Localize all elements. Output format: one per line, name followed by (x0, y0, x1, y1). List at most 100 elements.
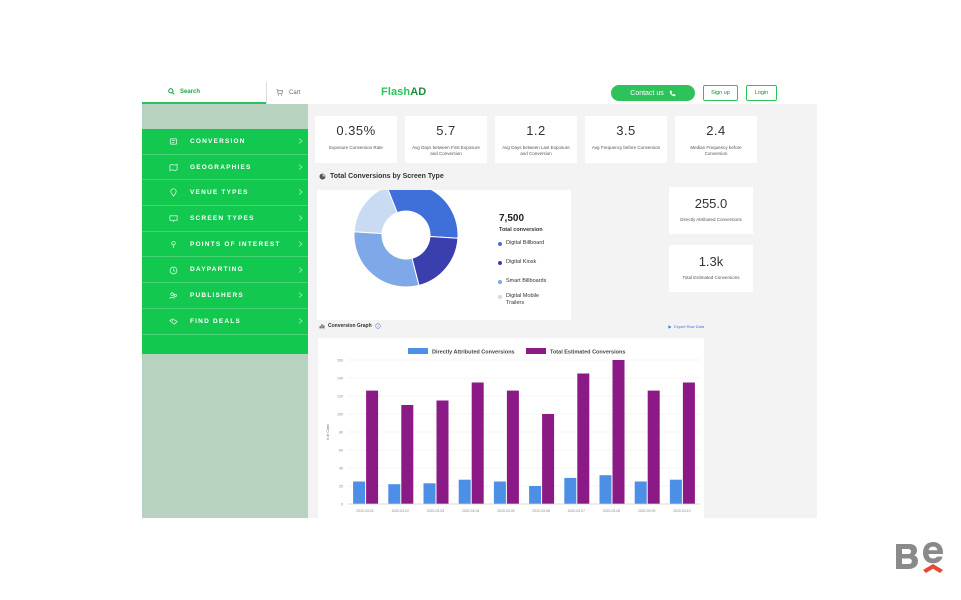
bar-direct[interactable] (599, 475, 612, 504)
donut-slice-digital-billboard[interactable] (387, 190, 459, 239)
login-button[interactable]: Login (746, 85, 777, 101)
sign-up-button[interactable]: Sign up (703, 85, 738, 101)
conversion-graph-header: Conversion Graph (319, 323, 381, 329)
sidebar-nav: CONVERSION GEOGRAPHIES VENUE TYPES SCREEN T… (142, 129, 308, 354)
side-kpi-value: 255.0 (694, 196, 728, 211)
sign-up-label: Sign up (711, 90, 730, 96)
bar-direct[interactable] (669, 479, 682, 504)
pin-icon (170, 188, 177, 198)
conversion-graph-card: Directly Attributed Conversions Total Est… (318, 338, 704, 518)
kpi-value: 5.7 (436, 123, 456, 138)
sidebar-item-geographies[interactable]: GEOGRAPHIES (142, 155, 308, 181)
bar-estimated[interactable] (436, 400, 449, 505)
sidebar-item-screen-types[interactable]: SCREEN TYPES (142, 206, 308, 232)
legend-label: Digital Kiosk (506, 259, 537, 265)
conversion-icon (169, 138, 178, 145)
kpi-card: 5.7 Avg Days between First Exposure and … (405, 116, 487, 163)
bar-estimated[interactable] (577, 373, 590, 505)
bar-estimated[interactable] (366, 390, 379, 504)
chevron-right-icon (298, 163, 303, 170)
x-tick-label: 2020-03-05 (497, 509, 514, 513)
x-tick-label: 2020-03-09 (638, 509, 655, 513)
bar-direct[interactable] (493, 481, 506, 505)
bar-estimated[interactable] (647, 390, 660, 504)
chevron-right-icon (298, 189, 303, 196)
clock-icon (169, 266, 178, 274)
brand-logo[interactable]: FlashAD (381, 86, 426, 98)
x-tick-label: 2020-03-07 (568, 509, 585, 513)
legend-item: Digital Billboard (498, 240, 544, 247)
kpi-card: 1.2 Avg Days between Last Exposure and C… (495, 116, 577, 163)
sidebar-item-venue-types[interactable]: VENUE TYPES (142, 180, 308, 207)
side-kpi-label: Directly Attributed Conversions (680, 217, 742, 222)
total-conversion-label: Total conversion (499, 227, 543, 233)
bar-direct[interactable] (529, 486, 542, 504)
bar-estimated[interactable] (506, 390, 519, 504)
y-axis-label: # of Conv (326, 424, 330, 440)
export-label: Export Raw Data (674, 324, 705, 329)
logo-prefix: Flash (381, 86, 411, 98)
x-tick-label: 2020-03-01 (356, 509, 373, 513)
x-tick-label: 2020-03-04 (462, 509, 479, 513)
x-tick-label: 2020-03-03 (427, 509, 444, 513)
bar-estimated[interactable] (612, 360, 625, 504)
kpi-value: 0.35% (336, 123, 376, 138)
sidebar-item-label: VENUE TYPES (190, 189, 249, 197)
search-icon (168, 88, 175, 95)
donut-slice-smart-billboards[interactable] (353, 231, 420, 288)
pie-chart-icon (319, 173, 326, 180)
y-tick-label: 40 (339, 466, 343, 470)
legend-label: Total Estimated Conversions (550, 350, 625, 356)
poi-icon (171, 240, 176, 248)
cart-link[interactable]: Cart (276, 89, 300, 96)
bar-estimated[interactable] (682, 382, 695, 505)
export-raw-data-link[interactable]: Export Raw Data (668, 324, 704, 329)
y-tick-label: 20 (339, 484, 343, 488)
sidebar-item-find-deals[interactable]: FIND DEALS (142, 309, 308, 335)
chevron-right-icon (298, 138, 303, 144)
logo-suffix: AD (410, 86, 427, 98)
sidebar-item-conversion[interactable]: CONVERSION (142, 129, 308, 155)
donut-slice-digital-kiosk[interactable] (411, 235, 459, 286)
legend-label: Directly Attributed Conversions (432, 350, 515, 356)
sidebar-item-label: PUBLISHERS (190, 292, 244, 300)
donut-slice-digital-mobile-trailers[interactable] (353, 190, 398, 235)
legend-swatch (498, 294, 502, 299)
conversion-graph-title: Conversion Graph (328, 323, 372, 329)
legend-swatch (408, 348, 428, 354)
header-divider (266, 82, 267, 104)
search-tab[interactable]: Search (142, 82, 267, 104)
bar-direct[interactable] (423, 483, 436, 504)
kpi-value: 2.4 (706, 123, 726, 138)
bar-estimated[interactable] (471, 382, 484, 505)
side-kpi-card: 255.0 Directly Attributed Conversions (669, 187, 753, 234)
y-tick-label: 120 (337, 394, 343, 398)
bar-estimated[interactable] (401, 405, 414, 504)
legend-item: Digital Mobile Trailers (498, 293, 542, 307)
kpi-value: 1.2 (526, 123, 546, 138)
sidebar-item-label: FIND DEALS (190, 317, 241, 325)
info-icon[interactable] (374, 323, 381, 329)
y-tick-label: 160 (337, 358, 343, 362)
legend-label: Digital Billboard (506, 240, 545, 246)
sidebar-item-points-of-interest[interactable]: POINTS OF INTEREST (142, 232, 308, 258)
kpi-value: 3.5 (616, 123, 636, 138)
contact-us-button[interactable]: Contact us (611, 85, 695, 101)
kpi-label: Avg Frequency before Conversion (591, 145, 661, 150)
bar-direct[interactable] (564, 477, 577, 504)
sidebar-item-publishers[interactable]: PUBLISHERS (142, 283, 308, 309)
bar-direct[interactable] (634, 481, 647, 505)
bar-direct[interactable] (353, 481, 366, 505)
bar-direct[interactable] (458, 479, 471, 504)
bar-direct[interactable] (388, 484, 401, 504)
cart-icon (276, 89, 283, 96)
x-tick-label: 2020-03-10 (673, 509, 690, 513)
screen-icon (169, 215, 178, 223)
y-tick-label: 60 (339, 448, 343, 452)
bar-estimated[interactable] (542, 414, 555, 504)
sidebar-item-dayparting[interactable]: DAYPARTING (142, 258, 308, 284)
deals-icon (169, 318, 178, 325)
sidebar-item-label: CONVERSION (190, 137, 246, 145)
legend-label: Digital Mobile Trailers (506, 293, 540, 306)
